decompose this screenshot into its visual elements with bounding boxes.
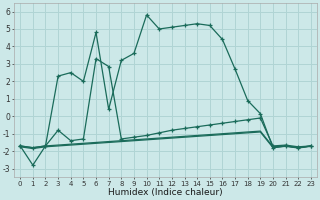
X-axis label: Humidex (Indice chaleur): Humidex (Indice chaleur) [108, 188, 223, 197]
